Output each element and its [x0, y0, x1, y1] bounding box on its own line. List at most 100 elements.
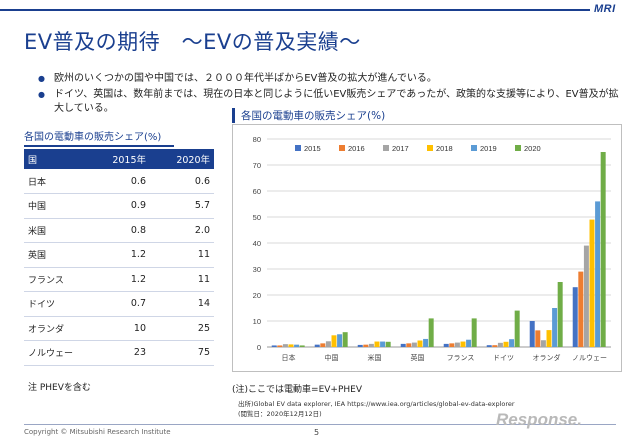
x-tick-label: 日本 — [282, 353, 296, 362]
bar-2018 — [460, 341, 466, 347]
bar-2019 — [509, 339, 515, 347]
bar-2016 — [535, 330, 541, 347]
bar-2020 — [514, 310, 520, 347]
legend-label: 2016 — [348, 144, 365, 153]
bar-2018 — [331, 335, 337, 347]
bar-2016 — [320, 343, 326, 347]
share-table: 国 2015年 2020年 日本 0.6 0.6 中国 0.9 5.7 米国 0.8 2.0… — [24, 149, 214, 366]
cell-country: オランダ — [24, 316, 102, 341]
x-tick-label: ドイツ — [493, 354, 514, 362]
bar-2015 — [357, 344, 363, 347]
bar-2018 — [417, 340, 423, 347]
bar-2015 — [443, 343, 449, 347]
legend-swatch-2019 — [471, 145, 477, 151]
table-header-row: 国 2015年 2020年 — [24, 149, 214, 169]
cell-2015: 23 — [102, 340, 158, 366]
bar-2018 — [546, 330, 552, 347]
y-tick-label: 70 — [253, 161, 261, 170]
definition-note: (注)ここでは電動車=EV+PHEV — [232, 385, 362, 395]
bar-2018 — [589, 219, 595, 347]
share-table-section: 各国の電動車の販売シェア(%) 国 2015年 2020年 日本 0.6 0.6 中… — [24, 128, 214, 366]
cell-2015: 1.2 — [102, 267, 158, 292]
bar-2017 — [325, 341, 331, 347]
table-row: 米国 0.8 2.0 — [24, 218, 214, 243]
legend-label: 2020 — [524, 144, 541, 153]
cell-2020: 11 — [158, 242, 214, 268]
x-tick-label: 英国 — [411, 353, 425, 362]
table-row: 中国 0.9 5.7 — [24, 193, 214, 219]
bar-2019 — [380, 341, 386, 347]
bar-2020 — [342, 332, 348, 347]
bar-2019 — [294, 344, 300, 347]
bar-2016 — [363, 344, 369, 347]
y-tick-label: 80 — [253, 135, 261, 144]
cell-2020: 25 — [158, 316, 214, 341]
bar-2015 — [529, 321, 535, 347]
legend-swatch-2018 — [427, 145, 433, 151]
bar-2019 — [466, 339, 472, 347]
bar-2019 — [423, 338, 429, 347]
cell-2020: 2.0 — [158, 218, 214, 243]
bar-2015 — [486, 345, 492, 347]
chart-panel: 0 10 20 30 40 50 60 70 80 日本 中国 米国 英国 フランス ドイツ オランダ ノルウェ… — [232, 124, 622, 372]
bar-2016 — [277, 345, 283, 347]
bar-2020 — [385, 341, 391, 347]
table-row: 英国 1.2 11 — [24, 242, 214, 268]
bar-2015 — [572, 287, 578, 347]
header-2015: 2015年 — [102, 149, 158, 169]
header-2020: 2020年 — [158, 149, 214, 169]
bar-2019 — [337, 334, 343, 347]
cell-country: 日本 — [24, 169, 102, 194]
cell-2020: 11 — [158, 267, 214, 292]
legend-label: 2019 — [480, 144, 497, 153]
cell-2015: 0.6 — [102, 169, 158, 194]
bar-2018 — [374, 341, 380, 347]
cell-2015: 1.2 — [102, 242, 158, 268]
bullet-list: 欧州のいくつかの国や中国では、２０００年代半ばからEV普及の拡大が進んでいる。 … — [38, 72, 628, 118]
chart-title: 各国の電動車の販売シェア(%) — [232, 108, 385, 123]
y-tick-label: 20 — [253, 291, 261, 300]
cell-2020: 75 — [158, 340, 214, 366]
bar-2017 — [454, 342, 460, 347]
table-row: オランダ 10 25 — [24, 316, 214, 341]
header-rule — [0, 9, 590, 11]
x-tick-label: 米国 — [368, 353, 382, 362]
cell-2015: 0.7 — [102, 291, 158, 317]
table-title: 各国の電動車の販売シェア(%) — [24, 128, 174, 147]
x-tick-label: フランス — [447, 354, 475, 362]
bar-2017 — [282, 344, 288, 347]
bar-2017 — [497, 342, 503, 347]
bullet-item: 欧州のいくつかの国や中国では、２０００年代半ばからEV普及の拡大が進んでいる。 — [38, 72, 628, 86]
bar-2020 — [471, 318, 477, 347]
bar-2018 — [503, 341, 509, 347]
bar-2019 — [552, 308, 558, 347]
source-note: 出所)Global EV data explorer, IEA https://… — [238, 400, 515, 408]
bar-2020 — [557, 282, 563, 347]
table-row: 日本 0.6 0.6 — [24, 169, 214, 194]
bar-2015 — [400, 343, 406, 347]
header-country: 国 — [24, 149, 102, 169]
bar-2016 — [406, 343, 412, 347]
legend-label: 2015 — [304, 144, 321, 153]
cell-2020: 14 — [158, 291, 214, 317]
legend-swatch-2015 — [295, 145, 301, 151]
cell-2020: 5.7 — [158, 193, 214, 219]
bar-2018 — [288, 344, 294, 347]
bar-2020 — [299, 345, 305, 347]
slide-title: EV普及の期待 ～EVの普及実績～ — [24, 30, 361, 54]
table-note: 注 PHEVを含む — [28, 383, 91, 393]
legend-swatch-2020 — [515, 145, 521, 151]
bullet-item: ドイツ、英国は、数年前までは、現在の日本と同じように低いEV販売シェアであったが… — [38, 88, 628, 116]
bar-2016 — [449, 343, 455, 347]
cell-country: 英国 — [24, 242, 102, 268]
legend-label: 2017 — [392, 144, 409, 153]
cell-country: 米国 — [24, 218, 102, 243]
bar-2017 — [540, 340, 546, 347]
table-row: ノルウェー 23 75 — [24, 340, 214, 366]
cell-2020: 0.6 — [158, 169, 214, 194]
page-number: 5 — [314, 428, 320, 437]
bar-2016 — [492, 345, 498, 347]
bar-2020 — [428, 318, 434, 347]
copyright-text: Copyright © Mitsubishi Research Institut… — [24, 428, 171, 436]
cell-2015: 0.9 — [102, 193, 158, 219]
